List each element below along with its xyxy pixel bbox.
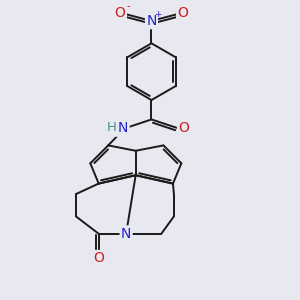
Text: +: + [154,10,162,19]
Text: O: O [177,7,188,20]
Text: N: N [121,227,131,241]
Text: -: - [127,1,130,11]
Text: O: O [93,251,104,265]
Text: H: H [107,122,117,135]
Text: H: H [106,121,116,134]
Text: N: N [113,122,123,135]
Text: O: O [178,122,189,135]
Text: N: N [146,14,157,28]
Text: O: O [115,7,126,20]
Text: N: N [118,122,128,135]
